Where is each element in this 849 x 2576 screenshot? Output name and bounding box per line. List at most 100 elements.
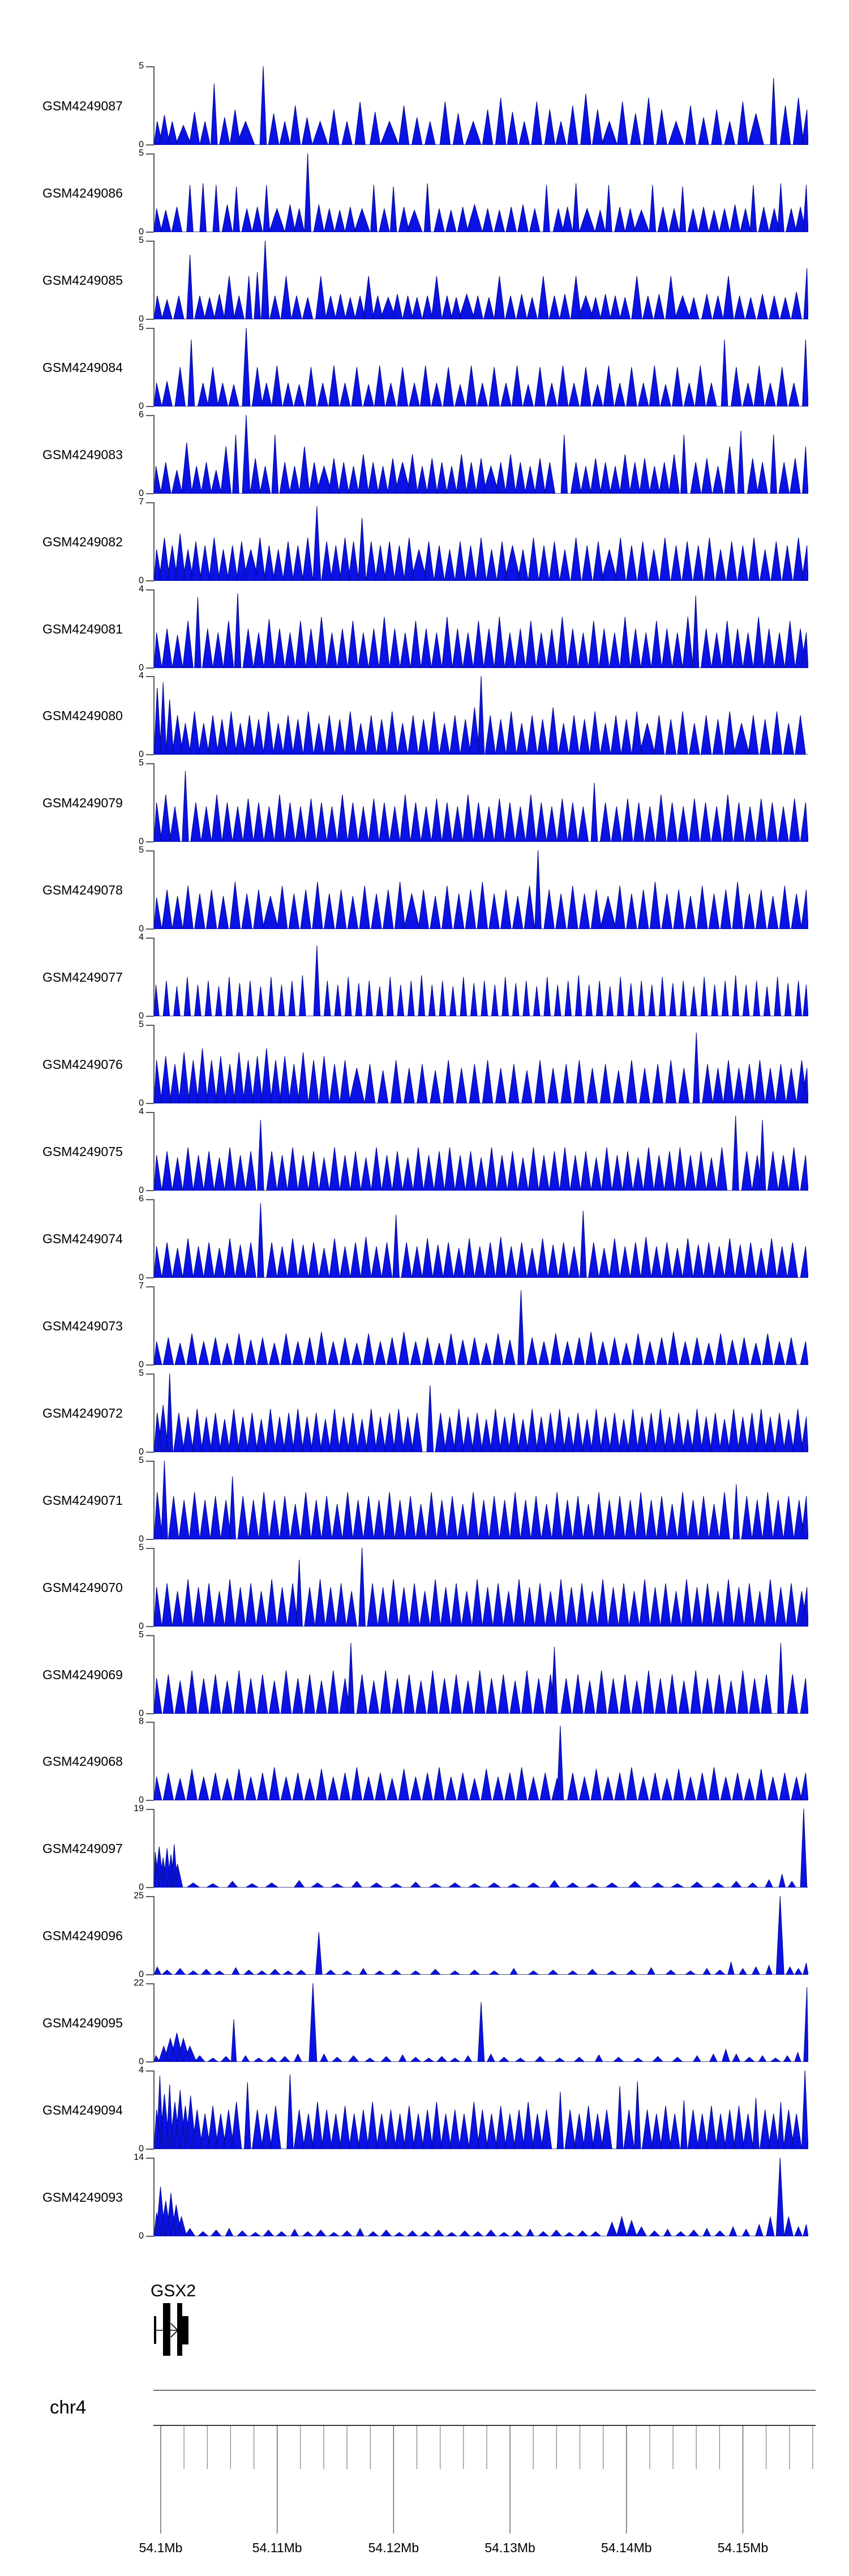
y-axis-zero-label: 0 bbox=[139, 314, 144, 324]
signal-area bbox=[154, 1722, 808, 1800]
signal-track-row-GSM4249075: GSM4249075 4 0 bbox=[0, 1107, 849, 1195]
signal-area bbox=[154, 1286, 808, 1365]
y-axis-top-tick bbox=[146, 1199, 154, 1200]
signal-area bbox=[154, 1199, 808, 1278]
y-axis-top-tick bbox=[146, 1809, 154, 1810]
axis-tick-label: 54.14Mb bbox=[601, 2540, 652, 2555]
track-label: GSM4249097 bbox=[42, 1841, 123, 1856]
y-axis-bottom-tick bbox=[146, 1626, 154, 1627]
signal-path bbox=[154, 2070, 808, 2149]
track-label: GSM4249086 bbox=[42, 185, 123, 200]
track-label: GSM4249071 bbox=[42, 1492, 123, 1508]
y-axis-top-tick bbox=[146, 850, 154, 851]
signal-area bbox=[154, 502, 808, 581]
y-axis-zero-label: 0 bbox=[139, 1882, 144, 1892]
signal-area bbox=[154, 2158, 808, 2236]
y-axis-max-label: 5 bbox=[139, 1543, 144, 1552]
y-axis-line bbox=[153, 2070, 155, 2149]
y-axis-max-label: 19 bbox=[134, 1804, 144, 1813]
signal-track-row-GSM4249086: GSM4249086 5 0 bbox=[0, 148, 849, 237]
y-axis-bottom-tick bbox=[146, 232, 154, 233]
track-label: GSM4249085 bbox=[42, 272, 123, 288]
y-axis-top-tick bbox=[146, 763, 154, 764]
signal-track-row-GSM4249078: GSM4249078 5 0 bbox=[0, 845, 849, 934]
signal-path bbox=[154, 1290, 808, 1365]
axis-tick-label: 54.1Mb bbox=[139, 2540, 183, 2555]
y-axis-line bbox=[153, 1635, 155, 1714]
y-axis-top-tick bbox=[146, 938, 154, 939]
track-label: GSM4249073 bbox=[42, 1318, 123, 1333]
y-axis-top-tick bbox=[146, 415, 154, 416]
y-axis-line bbox=[153, 66, 155, 145]
signal-path bbox=[154, 66, 808, 145]
signal-area bbox=[154, 1809, 808, 1888]
signal-path bbox=[154, 1983, 808, 2062]
signal-track-row-GSM4249096: GSM4249096 25 0 bbox=[0, 1891, 849, 1979]
signal-path bbox=[154, 1373, 808, 1452]
y-axis-bottom-tick bbox=[146, 1277, 154, 1278]
y-axis-zero-label: 0 bbox=[139, 1709, 144, 1718]
y-axis-max-label: 5 bbox=[139, 148, 144, 158]
track-label: GSM4249074 bbox=[42, 1231, 123, 1246]
y-axis-max-label: 7 bbox=[139, 1281, 144, 1291]
signal-area bbox=[154, 938, 808, 1016]
y-axis-zero-label: 0 bbox=[139, 1795, 144, 1805]
y-axis-max-label: 5 bbox=[139, 1456, 144, 1465]
axis-tick-label: 54.11Mb bbox=[252, 2540, 302, 2555]
signal-path bbox=[154, 1116, 808, 1191]
y-axis-max-label: 5 bbox=[139, 236, 144, 245]
track-label: GSM4249081 bbox=[42, 621, 123, 636]
axis-tick-label: 54.13Mb bbox=[484, 2540, 535, 2555]
y-axis-zero-label: 0 bbox=[139, 924, 144, 934]
y-axis-bottom-tick bbox=[146, 1364, 154, 1366]
y-axis-bottom-tick bbox=[146, 1452, 154, 1453]
y-axis-zero-label: 0 bbox=[139, 2057, 144, 2066]
gene-exon-utr-left bbox=[154, 2316, 156, 2344]
y-axis-bottom-tick bbox=[146, 493, 154, 494]
signal-path bbox=[154, 1033, 808, 1103]
y-axis-line bbox=[153, 676, 155, 755]
y-axis-line bbox=[153, 1722, 155, 1800]
track-label: GSM4249068 bbox=[42, 1753, 123, 1769]
y-axis-line bbox=[153, 502, 155, 581]
signal-track-row-GSM4249079: GSM4249079 5 0 bbox=[0, 758, 849, 846]
y-axis-top-tick bbox=[146, 589, 154, 590]
y-axis-bottom-tick bbox=[146, 1800, 154, 1801]
y-axis-bottom-tick bbox=[146, 1713, 154, 1714]
y-axis-top-tick bbox=[146, 1461, 154, 1462]
genome-axis-ruler bbox=[153, 2425, 816, 2534]
y-axis-top-tick bbox=[146, 1983, 154, 1984]
y-axis-zero-label: 0 bbox=[139, 1534, 144, 1544]
y-axis-max-label: 5 bbox=[139, 1020, 144, 1029]
track-label: GSM4249078 bbox=[42, 882, 123, 897]
signal-track-row-GSM4249084: GSM4249084 5 0 bbox=[0, 323, 849, 411]
gene-exon-2-utr bbox=[182, 2316, 188, 2344]
signal-path bbox=[154, 328, 808, 406]
signal-area bbox=[154, 1461, 808, 1539]
signal-track-row-GSM4249077: GSM4249077 4 0 bbox=[0, 932, 849, 1021]
y-axis-bottom-tick bbox=[146, 406, 154, 407]
y-axis-zero-label: 0 bbox=[139, 1011, 144, 1021]
y-axis-bottom-tick bbox=[146, 754, 154, 755]
track-label: GSM4249070 bbox=[42, 1580, 123, 1595]
track-label: GSM4249084 bbox=[42, 360, 123, 375]
y-axis-top-tick bbox=[146, 153, 154, 155]
y-axis-line bbox=[153, 1286, 155, 1365]
gene-exon-1 bbox=[163, 2303, 170, 2356]
y-axis-zero-label: 0 bbox=[139, 663, 144, 673]
track-label: GSM4249087 bbox=[42, 98, 123, 113]
y-axis-bottom-tick bbox=[146, 2149, 154, 2150]
y-axis-zero-label: 0 bbox=[139, 401, 144, 411]
axis-tick-label: 54.15Mb bbox=[717, 2540, 769, 2555]
y-axis-zero-label: 0 bbox=[139, 1186, 144, 1195]
y-axis-bottom-tick bbox=[146, 1887, 154, 1888]
chromosome-ideogram-line bbox=[153, 2390, 816, 2391]
track-label: GSM4249072 bbox=[42, 1405, 123, 1420]
y-axis-max-label: 4 bbox=[139, 2065, 144, 2075]
signal-path bbox=[154, 506, 808, 581]
signal-track-row-GSM4249069: GSM4249069 5 0 bbox=[0, 1630, 849, 1718]
y-axis-bottom-tick bbox=[146, 144, 154, 146]
signal-path bbox=[154, 850, 808, 929]
signal-area bbox=[154, 328, 808, 406]
y-axis-zero-label: 0 bbox=[139, 1621, 144, 1631]
